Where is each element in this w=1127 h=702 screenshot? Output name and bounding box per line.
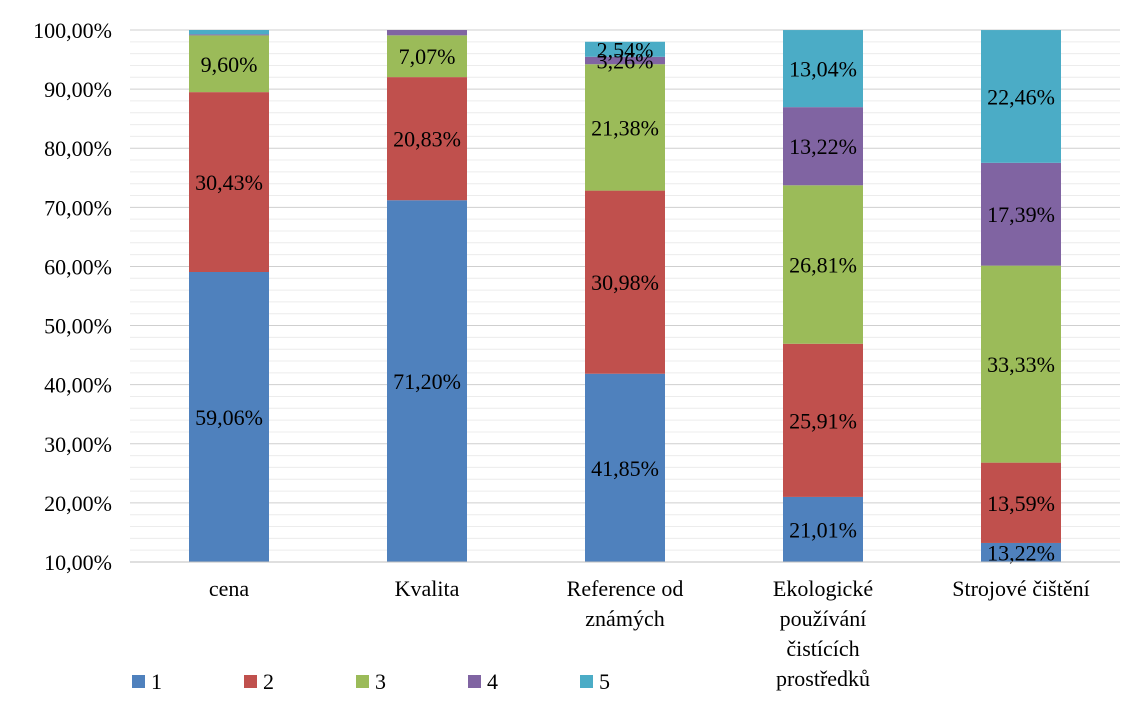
bar-segment	[189, 272, 269, 562]
bar-segment	[189, 35, 269, 93]
category-label: prostředků	[776, 666, 870, 691]
bar-segment	[585, 41, 665, 57]
y-tick-label: 40,00%	[44, 373, 112, 398]
category-labels: cena Kvalita Reference od známých Ekologické…	[209, 576, 1090, 691]
legend-swatch	[244, 675, 257, 688]
data-label: 13,22%	[789, 134, 857, 159]
y-tick-label: 30,00%	[44, 432, 112, 457]
legend-swatch	[468, 675, 481, 688]
y-tick-label: 90,00%	[44, 77, 112, 102]
data-label: 7,07%	[399, 44, 456, 69]
data-label: 3,26%	[597, 49, 654, 74]
bar-segment	[585, 373, 665, 562]
data-label: 33,33%	[987, 352, 1055, 377]
y-axis-ticks: 10,00% 20,00% 30,00% 40,00% 50,00% 60,00% 70,0…	[33, 18, 112, 575]
bar-segment	[783, 185, 863, 344]
bar-segment	[981, 265, 1061, 463]
bar-segment	[783, 496, 863, 562]
data-label: 22,46%	[987, 84, 1055, 109]
category-label: cena	[209, 576, 250, 601]
legend-swatch	[580, 675, 593, 688]
bar-segment	[387, 30, 467, 36]
y-tick-label: 100,00%	[33, 18, 112, 43]
y-tick-label: 50,00%	[44, 314, 112, 339]
bar-segment	[189, 34, 269, 36]
y-tick-label: 70,00%	[44, 195, 112, 220]
bar-segment	[783, 343, 863, 497]
data-label: 59,06%	[195, 405, 263, 430]
category-label: čistících	[786, 636, 859, 661]
y-tick-label: 60,00%	[44, 254, 112, 279]
data-label: 17,39%	[987, 202, 1055, 227]
legend: 1 2 3 4 5	[132, 669, 610, 694]
data-label: 21,38%	[591, 115, 659, 140]
category-label: Ekologické	[773, 576, 873, 601]
data-label: 2,54%	[597, 37, 654, 62]
legend-label: 1	[151, 669, 162, 694]
data-labels: 59,06% 30,43% 9,60% 71,20% 20,83% 7,07% 41,85%…	[195, 37, 1055, 565]
data-label: 9,60%	[201, 52, 258, 77]
data-label: 26,81%	[789, 253, 857, 278]
category-label: Strojové čištění	[952, 576, 1089, 601]
data-label: 71,20%	[393, 369, 461, 394]
bar-segment	[981, 30, 1061, 163]
bar-segment	[585, 190, 665, 374]
data-label: 41,85%	[591, 456, 659, 481]
bar-segment	[189, 92, 269, 273]
bar-segment	[783, 107, 863, 186]
bar-segment	[981, 462, 1061, 543]
data-label: 13,22%	[987, 540, 1055, 565]
category-label: známých	[585, 606, 664, 631]
bar-segment	[585, 56, 665, 65]
bar-segment	[585, 64, 665, 191]
data-label: 21,01%	[789, 517, 857, 542]
bars	[189, 30, 1061, 563]
legend-label: 4	[487, 669, 498, 694]
legend-swatch	[132, 675, 145, 688]
bar-segment	[783, 30, 863, 108]
category-label: Reference od	[567, 576, 684, 601]
y-tick-label: 20,00%	[44, 491, 112, 516]
legend-label: 2	[263, 669, 274, 694]
bar-segment	[387, 200, 467, 563]
y-tick-label: 80,00%	[44, 136, 112, 161]
bar-segment	[981, 162, 1061, 266]
data-label: 13,04%	[789, 57, 857, 82]
legend-label: 5	[599, 669, 610, 694]
data-label: 13,59%	[987, 491, 1055, 516]
category-label: používání	[780, 606, 867, 631]
category-label: Kvalita	[395, 576, 460, 601]
data-label: 25,91%	[789, 408, 857, 433]
legend-swatch	[356, 675, 369, 688]
bar-segment	[387, 77, 467, 201]
data-label: 30,98%	[591, 270, 659, 295]
legend-label: 3	[375, 669, 386, 694]
data-label: 30,43%	[195, 170, 263, 195]
bar-segment	[387, 35, 467, 78]
bar-segment	[981, 542, 1061, 562]
data-label: 20,83%	[393, 127, 461, 152]
bar-segment	[189, 30, 269, 35]
y-tick-label: 10,00%	[44, 550, 112, 575]
